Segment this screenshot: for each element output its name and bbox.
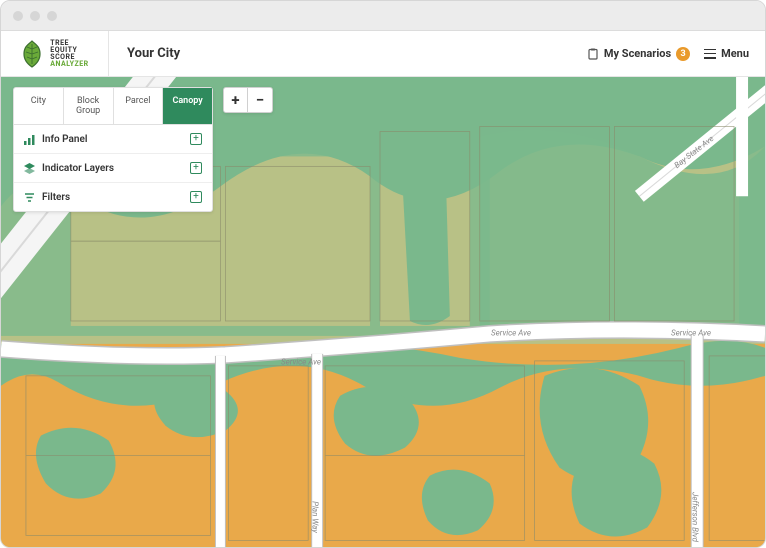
panel-layers-label: Indicator Layers: [42, 163, 114, 174]
bars-icon: [24, 134, 35, 145]
zoom-in-button[interactable]: +: [224, 88, 248, 112]
scenarios-count-badge: 3: [676, 47, 690, 61]
expand-icon: +: [190, 191, 202, 203]
logo-line4: ANALYZER: [50, 61, 88, 68]
browser-frame: TREE EQUITY SCORE ANALYZER Your City My …: [0, 0, 766, 548]
expand-icon: +: [190, 133, 202, 145]
city-title: Your City: [127, 46, 180, 61]
layers-icon: [24, 163, 35, 174]
view-tabs: City Block Group Parcel Canopy: [14, 88, 212, 125]
clipboard-icon: [587, 48, 599, 60]
leaf-icon: [20, 40, 44, 68]
logo-text: TREE EQUITY SCORE ANALYZER: [50, 40, 88, 68]
menu-label: Menu: [721, 47, 749, 60]
menu-button[interactable]: Menu: [704, 47, 749, 60]
zoom-control: + −: [223, 87, 273, 113]
my-scenarios-label: My Scenarios: [604, 47, 671, 60]
hamburger-icon: [704, 49, 716, 59]
my-scenarios-button[interactable]: My Scenarios 3: [587, 47, 690, 61]
traffic-dot: [47, 11, 57, 21]
map-area[interactable]: Service AveService AveService AvePlan Wa…: [1, 77, 765, 547]
panel-info-label: Info Panel: [42, 134, 87, 145]
tab-block-group[interactable]: Block Group: [64, 88, 114, 124]
panel-indicator-layers[interactable]: Indicator Layers +: [14, 154, 212, 183]
panel-info[interactable]: Info Panel +: [14, 125, 212, 154]
panel-filters[interactable]: Filters +: [14, 183, 212, 211]
logo[interactable]: TREE EQUITY SCORE ANALYZER: [1, 31, 109, 77]
app-header: TREE EQUITY SCORE ANALYZER Your City My …: [1, 31, 765, 77]
expand-icon: +: [190, 162, 202, 174]
tab-canopy[interactable]: Canopy: [163, 88, 212, 124]
header-right: My Scenarios 3 Menu: [587, 47, 765, 61]
sidebar-panel: City Block Group Parcel Canopy Info Pane…: [13, 87, 213, 212]
tab-parcel[interactable]: Parcel: [114, 88, 164, 124]
traffic-dot: [30, 11, 40, 21]
panel-filters-label: Filters: [42, 192, 70, 203]
traffic-dot: [13, 11, 23, 21]
filter-icon: [24, 192, 35, 203]
tab-city[interactable]: City: [14, 88, 64, 124]
browser-chrome: [1, 1, 765, 31]
zoom-out-button[interactable]: −: [248, 88, 272, 112]
